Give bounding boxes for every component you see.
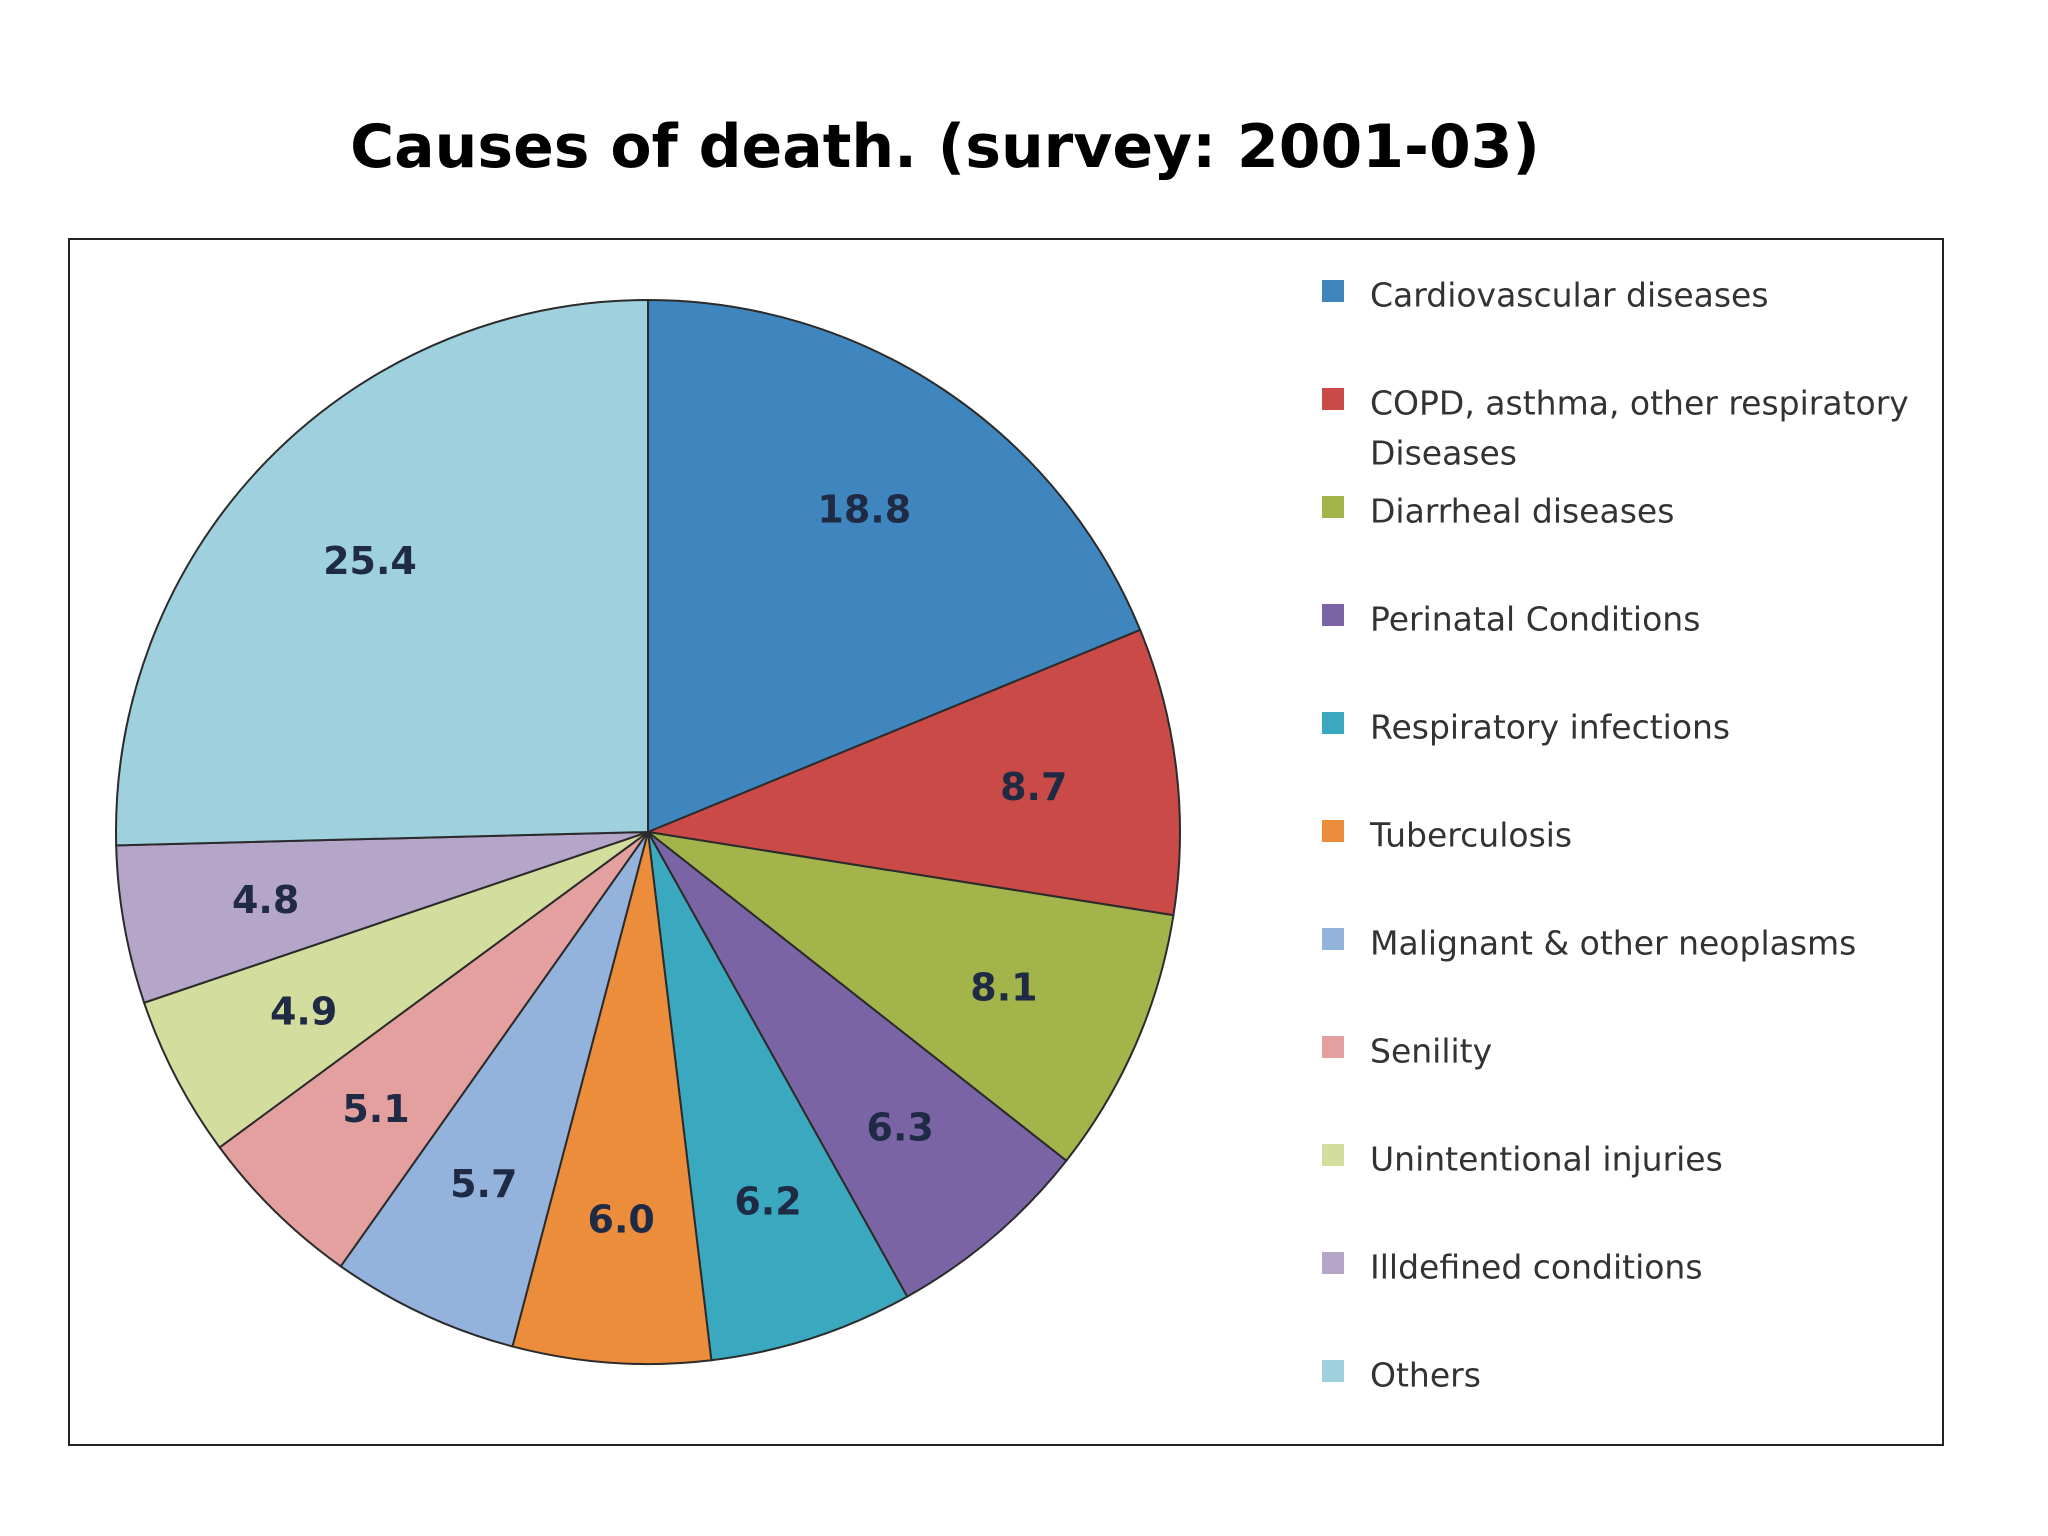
- legend-item: Respiratory infections: [1322, 708, 1730, 747]
- pie-slice-perinatal-conditions: [647, 831, 1068, 1298]
- legend-swatch: [1322, 820, 1344, 842]
- pie-slice-diarrheal-diseases: [644, 830, 1175, 1163]
- legend-swatch: [1322, 928, 1344, 950]
- legend-label: Cardiovascular diseases: [1370, 276, 1769, 315]
- legend-item: Tuberculosis: [1322, 816, 1572, 855]
- pie-slice-illdefined-conditions: [115, 831, 649, 1005]
- pie-slice-copd-asthma-other-respiratory-diseases: [644, 628, 1181, 917]
- legend: Cardiovascular diseases COPD, asthma, oth…: [1322, 276, 1909, 1395]
- legend-label: Perinatal Conditions: [1370, 600, 1700, 639]
- legend-swatch: [1322, 604, 1344, 626]
- slice-value-label: 5.7: [450, 1162, 517, 1206]
- legend-label: COPD, asthma, other respiratory: [1370, 384, 1909, 423]
- legend-item: Unintentional injuries: [1322, 1140, 1723, 1179]
- legend-label: Respiratory infections: [1370, 708, 1730, 747]
- pie-slice-others: [115, 298, 649, 847]
- slice-value-label: 8.7: [1000, 765, 1067, 809]
- pie-slice-malignant-other-neoplasms: [339, 831, 649, 1348]
- pie-slice-unintentional-injuries: [142, 831, 649, 1149]
- pie-slice-labels: 18.8 8.7 8.1 6.3 6.2 6.0 5.7 5.1 4.9 4.8 25.4: [232, 487, 1067, 1241]
- slice-value-label: 6.3: [867, 1105, 934, 1149]
- legend-swatch: [1322, 712, 1344, 734]
- legend-item: Senility: [1322, 1032, 1492, 1071]
- legend-swatch: [1322, 1036, 1344, 1058]
- legend-label: Tuberculosis: [1369, 816, 1572, 855]
- slice-value-label: 25.4: [323, 539, 417, 583]
- legend-swatch: [1322, 496, 1344, 518]
- legend-item: COPD, asthma, other respiratory Diseases: [1322, 384, 1909, 473]
- legend-item: Others: [1322, 1356, 1481, 1395]
- slice-value-label: 5.1: [342, 1087, 409, 1131]
- slice-value-label: 8.1: [970, 965, 1037, 1009]
- pie-slice-respiratory-infections: [647, 831, 909, 1362]
- legend-item: Illdefined conditions: [1322, 1248, 1703, 1287]
- chart-title: Causes of death. (survey: 2001-03): [350, 112, 1540, 182]
- legend-item: Cardiovascular diseases: [1322, 276, 1769, 315]
- pie-slices: [115, 298, 1181, 1365]
- pie-slice-senility: [218, 831, 649, 1268]
- chart-frame: 18.8 8.7 8.1 6.3 6.2 6.0 5.7 5.1 4.9 4.8 25.4 Card…: [68, 238, 1944, 1446]
- legend-label: Illdefined conditions: [1370, 1248, 1703, 1287]
- slice-value-label: 6.0: [588, 1197, 655, 1241]
- legend-label: Unintentional injuries: [1370, 1140, 1723, 1179]
- pie-slice-cardiovascular-diseases: [647, 298, 1142, 834]
- legend-label: Malignant & other neoplasms: [1370, 924, 1856, 963]
- legend-label: Diseases: [1370, 434, 1517, 473]
- slice-value-label: 18.8: [817, 487, 911, 531]
- legend-swatch: [1322, 1252, 1344, 1274]
- legend-label: Diarrheal diseases: [1370, 492, 1674, 531]
- legend-label: Others: [1370, 1356, 1481, 1395]
- legend-item: Perinatal Conditions: [1322, 600, 1700, 639]
- pie-chart: 18.8 8.7 8.1 6.3 6.2 6.0 5.7 5.1 4.9 4.8 25.4 Card…: [115, 276, 1909, 1395]
- legend-swatch: [1322, 388, 1344, 410]
- slice-value-label: 4.8: [232, 878, 299, 922]
- legend-label: Senility: [1370, 1032, 1492, 1071]
- pie-slice-tuberculosis: [511, 831, 713, 1365]
- slice-value-label: 6.2: [734, 1179, 801, 1223]
- legend-item: Diarrheal diseases: [1322, 492, 1674, 531]
- slice-value-label: 4.9: [270, 990, 337, 1034]
- legend-swatch: [1322, 1144, 1344, 1166]
- legend-item: Malignant & other neoplasms: [1322, 924, 1856, 963]
- legend-swatch: [1322, 1360, 1344, 1382]
- legend-swatch: [1322, 280, 1344, 302]
